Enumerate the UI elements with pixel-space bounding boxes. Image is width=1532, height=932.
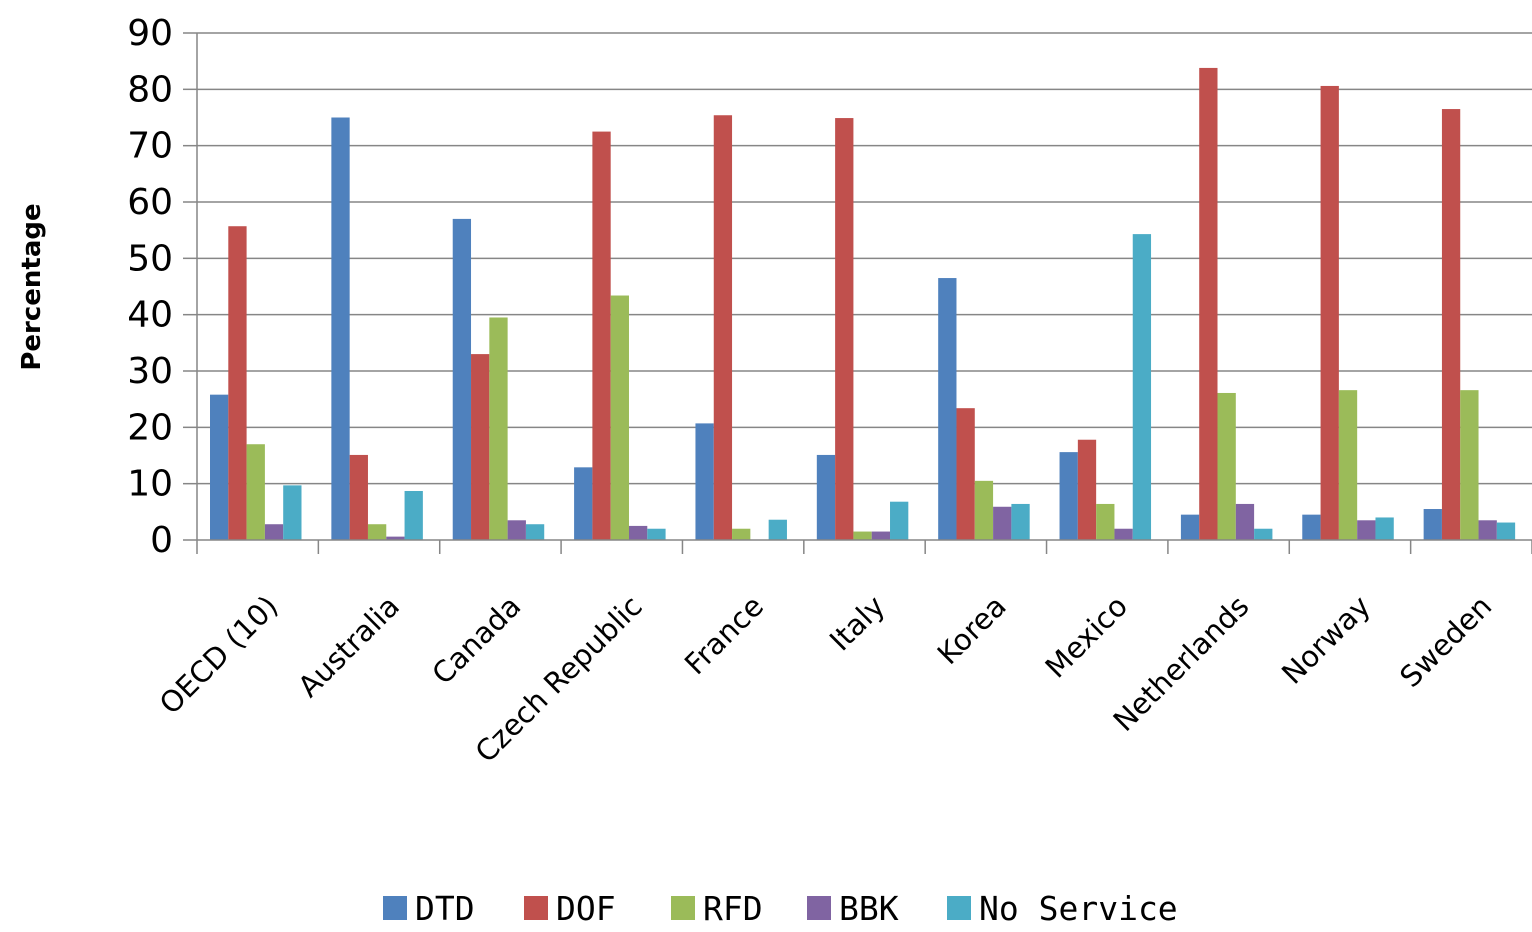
bar-bbk <box>1357 520 1376 540</box>
bar-dtd <box>695 423 714 540</box>
bar-rfd <box>732 528 751 540</box>
bar-rfd <box>246 444 265 540</box>
bar-dof <box>592 131 611 541</box>
bar-dof <box>1077 439 1097 540</box>
bar-no-service <box>1132 234 1152 541</box>
bar-rfd <box>1460 390 1479 540</box>
bar-no-service <box>1375 517 1394 540</box>
bar-rfd <box>1217 392 1236 540</box>
bars <box>210 67 1516 541</box>
bar-bbk <box>871 531 891 540</box>
legend-swatch-dof <box>524 896 548 920</box>
x-category-label: Australia <box>291 589 406 704</box>
y-tick-label: 20 <box>127 407 173 448</box>
y-tick-labels: 0 10 20 30 40 50 60 70 80 90 <box>127 13 173 561</box>
bar-bbk <box>628 525 648 540</box>
bar-no-service <box>1496 522 1516 540</box>
x-category-label: Italy <box>823 589 892 658</box>
legend: DTD DOF RFD BBK No Service <box>383 889 1178 928</box>
bar-rfd <box>974 480 994 540</box>
legend-label-bbk: BBK <box>839 889 899 927</box>
bar-dtd <box>1180 514 1200 540</box>
y-tick-label: 80 <box>127 69 173 110</box>
bar-dof <box>1441 109 1461 541</box>
x-category-label: Norway <box>1275 589 1377 691</box>
x-category-label: Sweden <box>1393 589 1498 694</box>
legend-swatch-no-service <box>947 896 971 920</box>
bar-dof <box>835 118 854 541</box>
y-tick-label: 40 <box>127 295 173 336</box>
bar-dof <box>228 226 247 540</box>
bar-bbk <box>1114 528 1133 540</box>
gridlines <box>197 32 1532 485</box>
bar-bbk <box>264 524 284 540</box>
x-category-label: France <box>678 589 770 681</box>
y-axis-label: Percentage <box>17 203 47 370</box>
y-tick-label: 90 <box>127 13 173 54</box>
bar-rfd <box>1338 390 1358 540</box>
bar-dtd <box>452 218 472 540</box>
bar-bbk <box>507 520 526 540</box>
y-tick-label: 30 <box>127 351 173 392</box>
bar-bbk <box>1478 520 1497 540</box>
bar-bbk <box>1235 503 1255 540</box>
legend-label-dof: DOF <box>556 889 616 927</box>
bar-dof <box>713 115 733 540</box>
bar-rfd <box>489 317 508 540</box>
bar-no-service <box>525 524 545 540</box>
x-category-label: OECD (10) <box>153 589 285 721</box>
axes <box>183 32 1532 554</box>
bar-dtd <box>816 454 836 540</box>
y-tick-label: 10 <box>127 464 173 505</box>
bar-no-service <box>1254 528 1273 540</box>
legend-label-rfd: RFD <box>703 889 763 927</box>
legend-swatch-dtd <box>383 896 407 920</box>
bar-bbk <box>993 506 1012 540</box>
bar-no-service <box>1011 503 1030 540</box>
bar-dtd <box>331 117 350 540</box>
bar-no-service <box>647 528 666 540</box>
bar-rfd <box>367 524 387 540</box>
bar-dof <box>471 354 490 540</box>
bar-dtd <box>938 278 957 540</box>
bar-no-service <box>283 485 302 540</box>
bar-dtd <box>1059 452 1078 540</box>
bar-dtd <box>1302 514 1321 540</box>
legend-swatch-bbk <box>807 896 831 920</box>
bar-no-service <box>890 501 909 540</box>
legend-swatch-rfd <box>671 896 695 920</box>
bar-no-service <box>404 490 423 540</box>
bar-dtd <box>1423 509 1442 540</box>
bar-rfd <box>853 531 872 540</box>
bar-rfd <box>610 295 629 540</box>
legend-label-dtd: DTD <box>415 889 475 927</box>
y-tick-label: 50 <box>127 238 173 279</box>
bar-bbk <box>386 536 405 540</box>
bar-no-service <box>768 519 787 540</box>
bar-dtd <box>574 467 593 540</box>
x-category-label: Korea <box>931 589 1013 671</box>
x-category-label: Mexico <box>1039 589 1135 685</box>
bar-dof <box>956 408 975 540</box>
y-tick-label: 60 <box>127 182 173 223</box>
bar-dof <box>349 454 368 540</box>
bar-rfd <box>1096 503 1115 540</box>
x-category-label: Canada <box>425 589 527 691</box>
legend-label-no-service: No Service <box>979 889 1178 927</box>
y-tick-label: 0 <box>150 520 173 561</box>
bar-dof <box>1320 85 1339 540</box>
bar-dtd <box>210 394 229 540</box>
bar-dof <box>1199 67 1218 540</box>
y-tick-label: 70 <box>127 126 173 167</box>
